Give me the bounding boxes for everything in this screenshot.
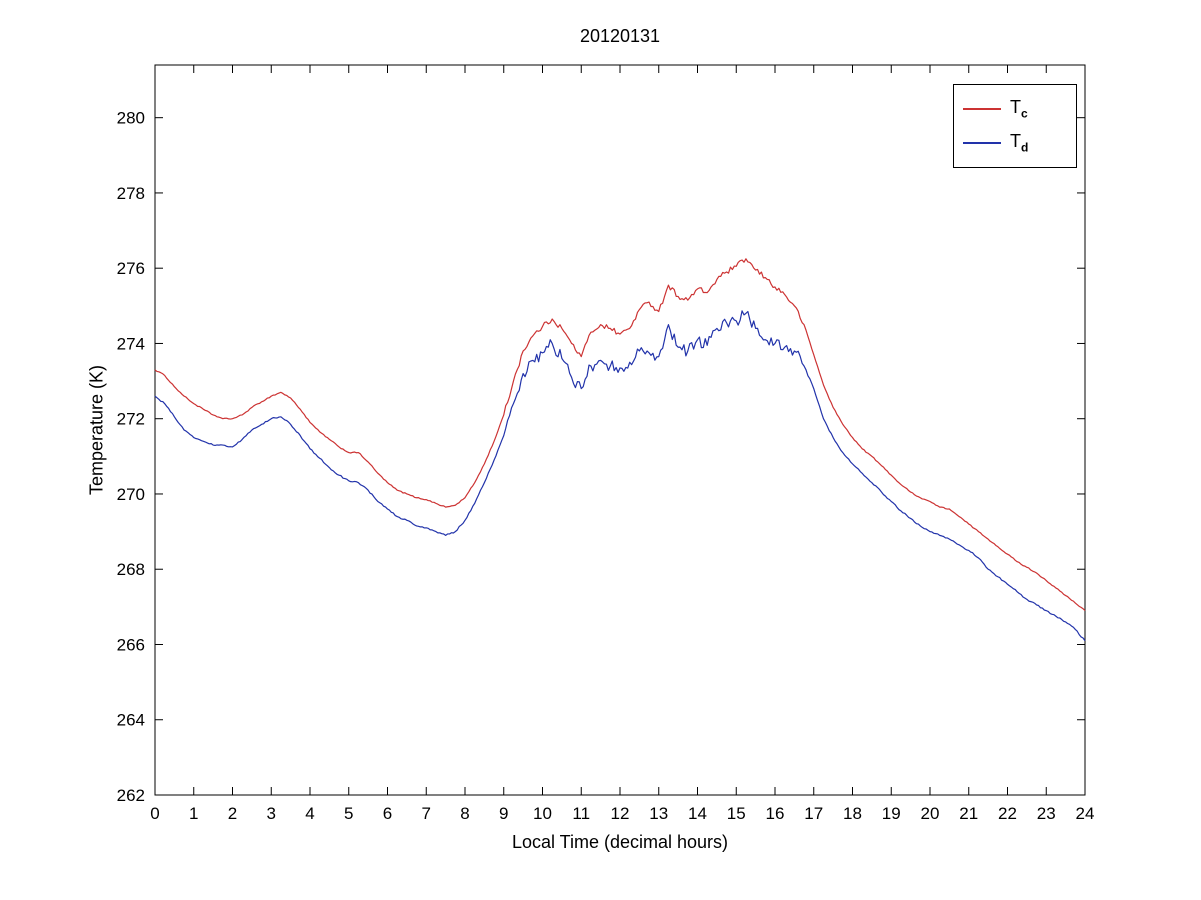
svg-text:21: 21 xyxy=(959,804,978,823)
svg-text:3: 3 xyxy=(267,804,276,823)
svg-text:262: 262 xyxy=(117,786,145,805)
svg-text:270: 270 xyxy=(117,485,145,504)
svg-text:24: 24 xyxy=(1076,804,1095,823)
x-axis-label: Local Time (decimal hours) xyxy=(511,832,729,852)
svg-text:15: 15 xyxy=(727,804,746,823)
y-axis-label: Temperature (K) xyxy=(86,364,107,496)
svg-text:17: 17 xyxy=(804,804,823,823)
svg-text:272: 272 xyxy=(117,410,145,429)
legend-label-td: Td xyxy=(1010,131,1029,156)
svg-text:19: 19 xyxy=(882,804,901,823)
svg-text:274: 274 xyxy=(117,334,145,353)
svg-text:23: 23 xyxy=(1037,804,1056,823)
svg-text:8: 8 xyxy=(460,804,469,823)
tc-line-swatch xyxy=(963,107,1001,110)
svg-text:16: 16 xyxy=(766,804,785,823)
svg-text:266: 266 xyxy=(117,635,145,654)
svg-text:13: 13 xyxy=(649,804,668,823)
svg-text:12: 12 xyxy=(611,804,630,823)
svg-text:278: 278 xyxy=(117,184,145,203)
svg-text:280: 280 xyxy=(117,109,145,128)
svg-text:11: 11 xyxy=(572,804,590,823)
legend-entry-td: Td xyxy=(954,132,1076,154)
svg-text:276: 276 xyxy=(117,259,145,278)
svg-text:7: 7 xyxy=(422,804,431,823)
svg-text:1: 1 xyxy=(189,804,198,823)
legend-entry-tc: Tc xyxy=(954,98,1076,120)
chart-title: 20120131 xyxy=(579,26,661,46)
svg-text:2: 2 xyxy=(228,804,237,823)
svg-text:264: 264 xyxy=(117,711,145,730)
svg-text:4: 4 xyxy=(305,804,314,823)
svg-text:6: 6 xyxy=(383,804,392,823)
legend-label-tc: Tc xyxy=(1010,96,1028,121)
svg-text:5: 5 xyxy=(344,804,353,823)
svg-text:14: 14 xyxy=(688,804,707,823)
svg-text:22: 22 xyxy=(998,804,1017,823)
svg-text:268: 268 xyxy=(117,560,145,579)
svg-text:9: 9 xyxy=(499,804,508,823)
svg-text:10: 10 xyxy=(533,804,552,823)
svg-text:18: 18 xyxy=(843,804,862,823)
svg-text:20: 20 xyxy=(921,804,940,823)
legend: Tc Td xyxy=(953,84,1077,168)
svg-text:0: 0 xyxy=(150,804,159,823)
td-line-swatch xyxy=(963,142,1001,145)
